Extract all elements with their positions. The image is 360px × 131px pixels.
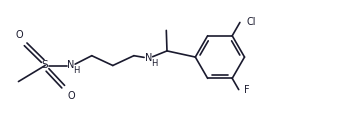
Text: S: S xyxy=(42,61,48,70)
Text: H: H xyxy=(73,66,79,75)
Text: O: O xyxy=(15,30,23,40)
Text: Cl: Cl xyxy=(246,17,256,28)
Text: H: H xyxy=(151,59,157,68)
Text: F: F xyxy=(244,85,249,95)
Text: N: N xyxy=(67,60,75,70)
Text: N: N xyxy=(145,53,153,63)
Text: O: O xyxy=(68,91,76,101)
